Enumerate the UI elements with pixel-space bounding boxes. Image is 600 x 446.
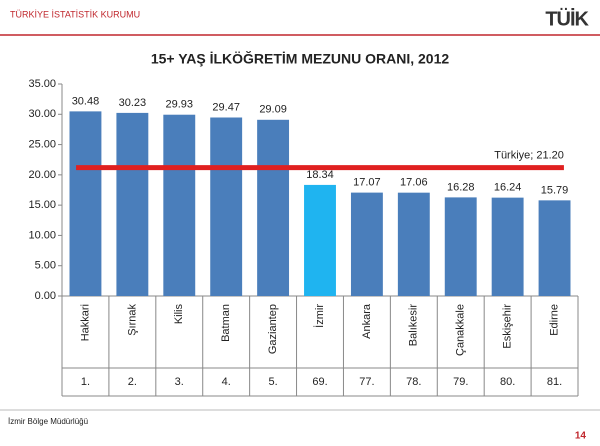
organization: TÜRKİYE İSTATİSTİK KURUMU	[10, 9, 140, 19]
x-tick-label: Edirne	[548, 304, 560, 336]
bar	[69, 111, 102, 296]
value-label: 29.47	[212, 101, 240, 113]
value-label: 17.06	[400, 177, 428, 189]
x-tick-label: Batman	[220, 304, 232, 342]
rank-label: 78.	[406, 376, 421, 388]
value-label: 16.24	[494, 182, 522, 194]
y-tick-label: 30.00	[28, 108, 56, 120]
rank-label: 69.	[312, 376, 327, 388]
rank-label: 3.	[175, 376, 184, 388]
bar	[350, 192, 383, 296]
y-tick-label: 5.00	[35, 260, 56, 272]
bar	[257, 119, 290, 296]
x-tick-label: Çanakkale	[455, 304, 467, 356]
rank-label: 79.	[453, 376, 468, 388]
value-label: 16.28	[447, 181, 475, 193]
x-tick-label: Eskişehir	[502, 304, 514, 349]
bar	[538, 200, 571, 296]
bar	[163, 114, 196, 296]
bar	[304, 184, 336, 296]
x-tick-label: Gaziantep	[267, 304, 279, 354]
value-label: 17.07	[353, 177, 381, 189]
value-label: 29.09	[259, 104, 287, 116]
x-tick-label: İzmir	[313, 304, 326, 328]
rank-label: 81.	[547, 376, 562, 388]
bar	[397, 192, 430, 296]
rank-label: 1.	[81, 376, 90, 388]
chart-title: 15+ YAŞ İLKÖĞRETİM MEZUNU ORANI, 2012	[151, 50, 450, 67]
value-label: 30.48	[72, 95, 100, 107]
rank-label: 2.	[128, 376, 137, 388]
y-tick-label: 35.00	[28, 78, 56, 90]
y-tick-label: 15.00	[28, 199, 56, 211]
bar	[444, 197, 477, 296]
y-tick-label: 10.00	[28, 229, 56, 241]
value-label: 30.23	[119, 97, 147, 109]
value-label: 18.34	[306, 169, 334, 181]
y-tick-label: 25.00	[28, 138, 56, 150]
logo: TÜİK	[545, 7, 589, 30]
x-tick-label: Şırnak	[126, 304, 138, 336]
rank-label: 5.	[268, 376, 277, 388]
y-tick-label: 20.00	[28, 169, 56, 181]
value-label: 29.93	[166, 99, 194, 111]
x-tick-label: Balıkesir	[408, 304, 420, 347]
bar	[210, 117, 243, 296]
rank-label: 80.	[500, 376, 515, 388]
reference-label: Türkiye; 21.20	[494, 149, 564, 161]
value-label: 15.79	[541, 184, 569, 196]
x-tick-label: Hakkari	[79, 304, 91, 341]
page-number: 14	[575, 431, 587, 442]
office: İzmir Bölge Müdürlüğü	[8, 417, 88, 426]
y-tick-label: 0.00	[35, 290, 56, 302]
rank-label: 4.	[222, 376, 231, 388]
bar	[116, 112, 149, 296]
x-tick-label: Kilis	[173, 304, 185, 325]
bar	[491, 197, 524, 296]
x-tick-label: Ankara	[361, 303, 373, 339]
rank-label: 77.	[359, 376, 374, 388]
